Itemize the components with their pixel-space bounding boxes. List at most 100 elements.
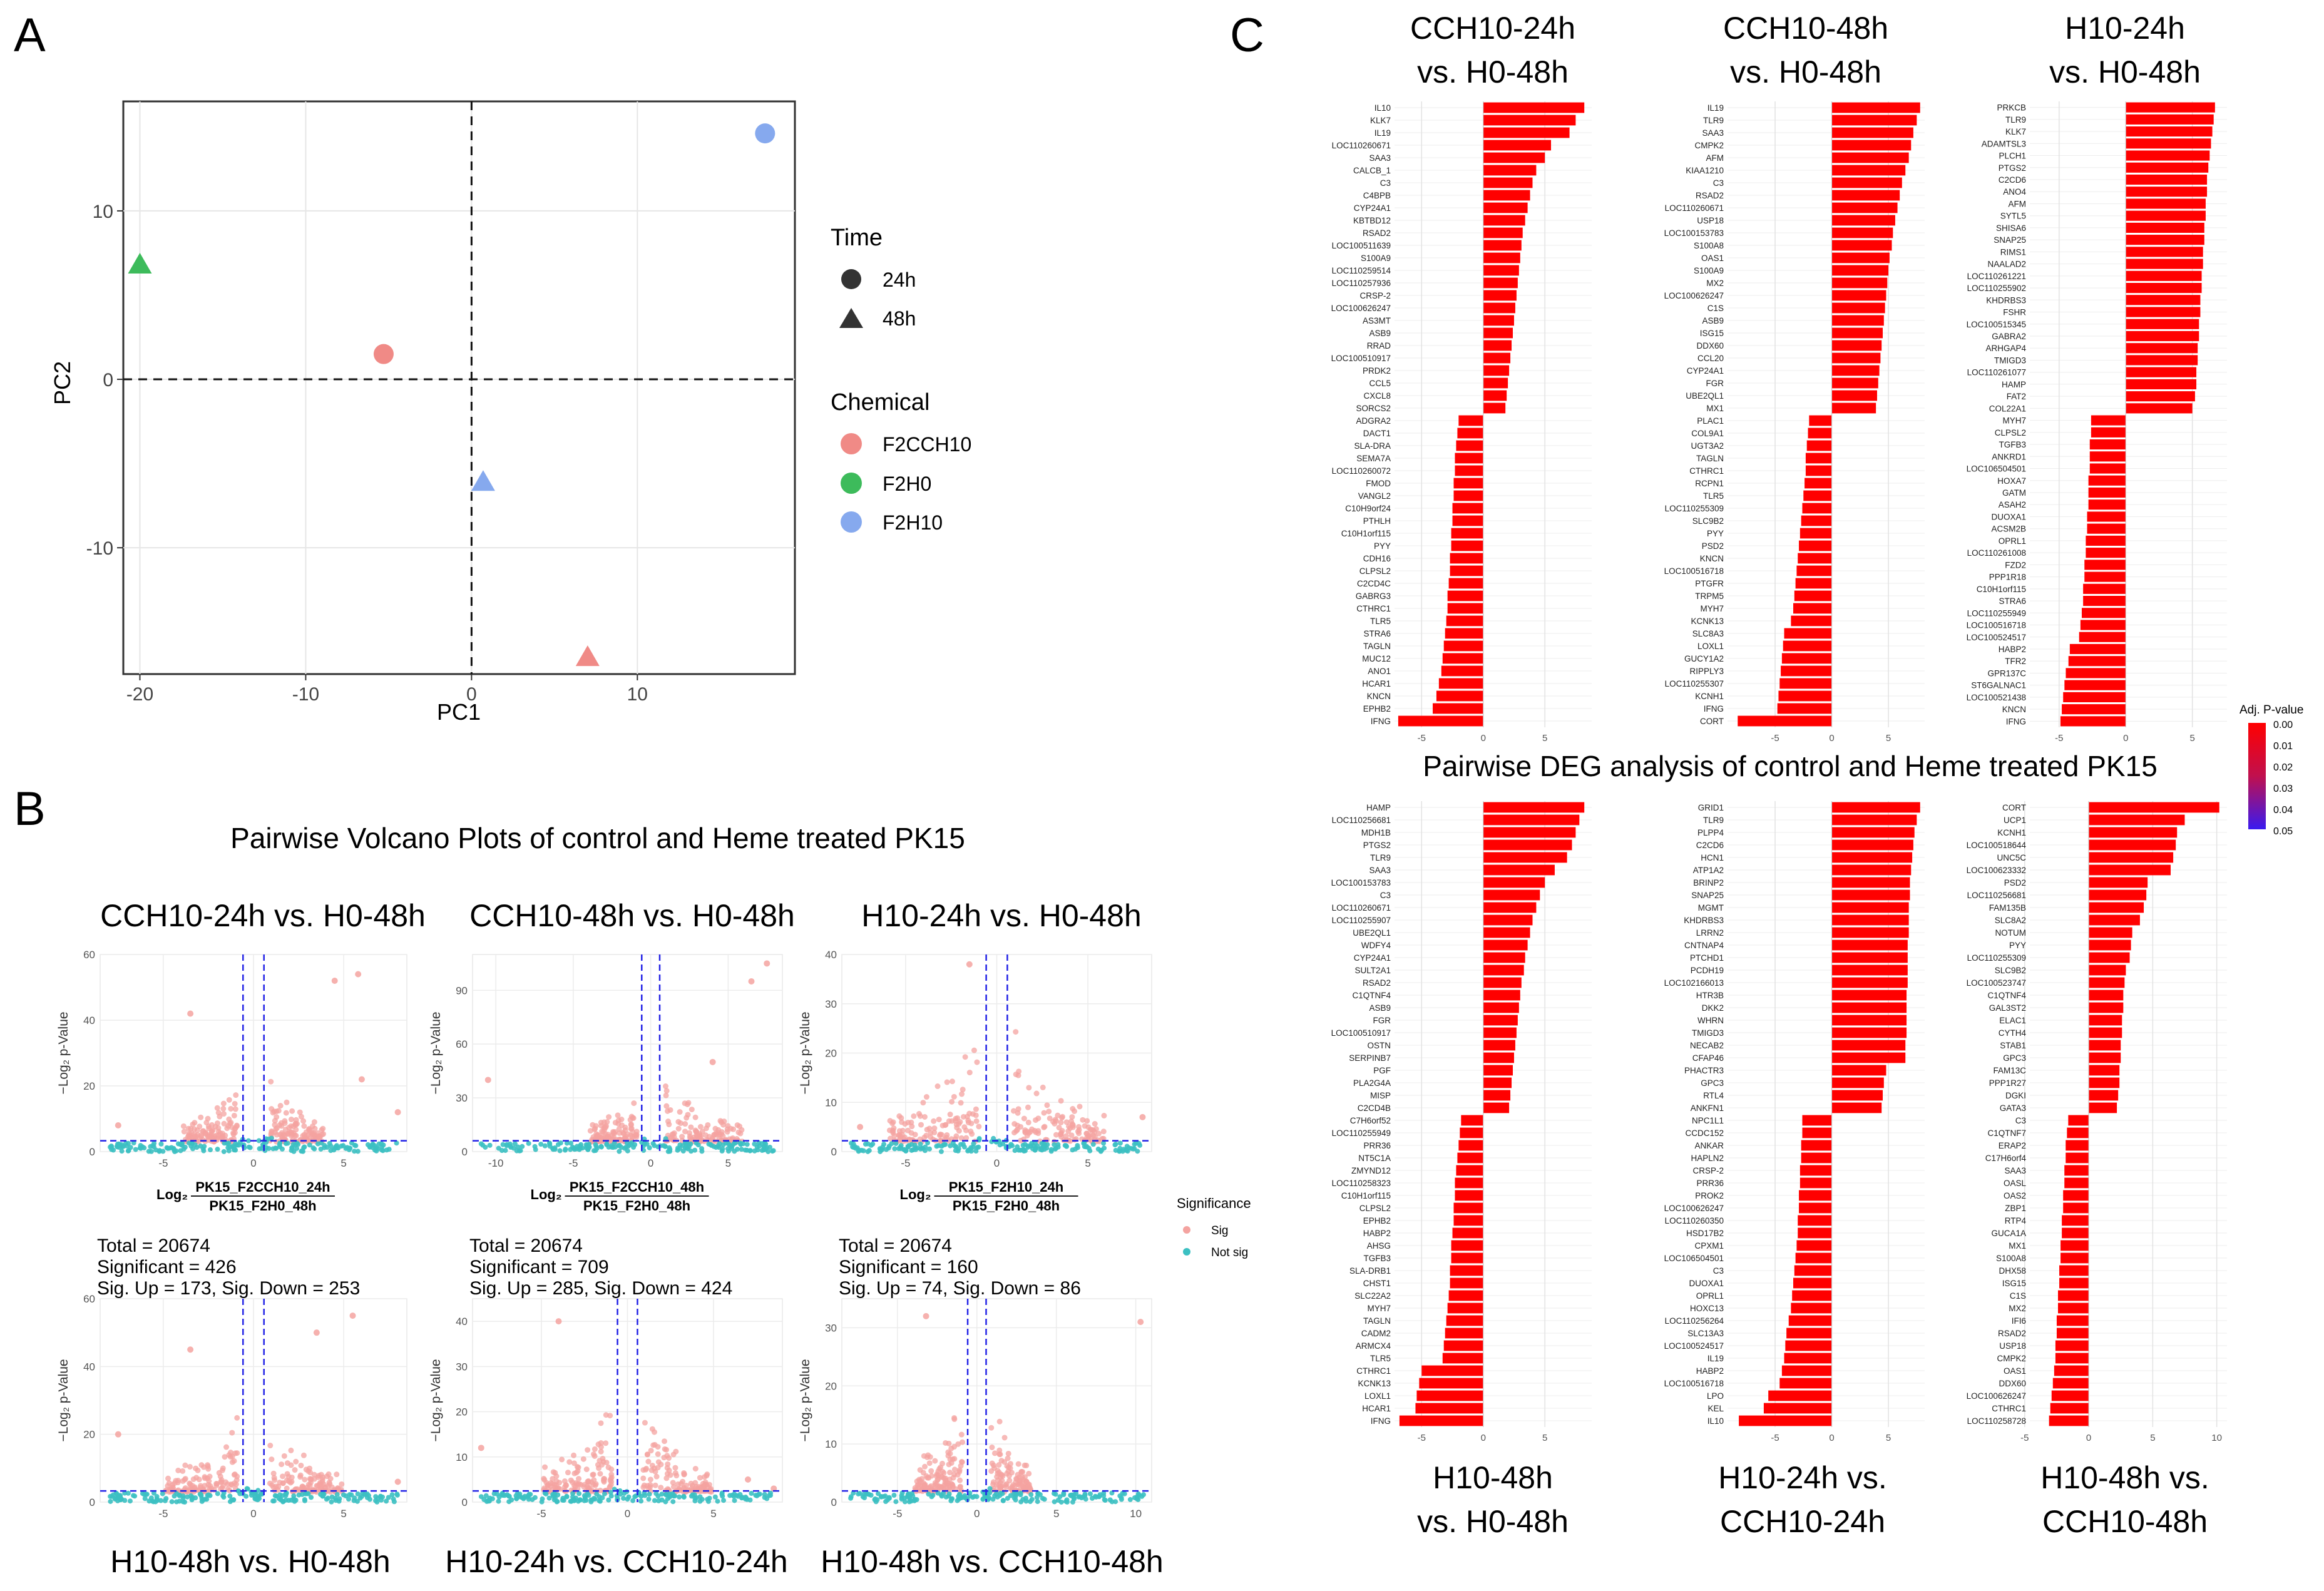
- volcano-1-nonsig-point-73: [617, 1148, 622, 1154]
- volcano-1-nonsig-point-158: [682, 1145, 688, 1150]
- deg-chart-3-bar-28: [1457, 1152, 1483, 1164]
- deg-chart-5-gene-29: SAA3: [2004, 1166, 2026, 1175]
- pca-ytick-label-0: -10: [86, 538, 113, 559]
- volcano-3-nonsig-point-116: [280, 1499, 286, 1505]
- volcano-3-sig-point-196: [196, 1476, 202, 1483]
- volcano-2-sig-point-220: [958, 1100, 964, 1106]
- deg-colorbar-tick-5: 0.05: [2273, 826, 2293, 837]
- deg-chart-1-gene-20: CCL20: [1697, 354, 1724, 363]
- volcano-4-sig-point-164: [652, 1441, 658, 1448]
- volcano-2-nonsig-point-172: [1124, 1143, 1130, 1149]
- volcano-5-nonsig-point-51: [1140, 1492, 1146, 1498]
- deg-chart-2-gene-48: ST6GALNAC1: [1971, 681, 2026, 690]
- deg-chart-4-gene-31: PROK2: [1695, 1191, 1724, 1200]
- deg-chart-1-bar-27: [1806, 440, 1832, 451]
- volcano-4-sig-point-157: [644, 1451, 650, 1458]
- deg-chart-2-gene-14: LOC110261221: [1967, 272, 2026, 281]
- volcano-4-sig-point-222: [708, 1486, 714, 1492]
- volcano-3-points: [108, 1312, 401, 1505]
- pca-legend-time-title: Time: [831, 225, 883, 251]
- volcano-2-sig-point-221: [1013, 1029, 1019, 1035]
- volcano-2-nonsig-point-148: [953, 1148, 958, 1154]
- volcano-5-sig-point-205: [946, 1483, 953, 1489]
- deg-chart-3-gene-29: ZMYND12: [1351, 1166, 1391, 1175]
- volcano-3-sig-point-127: [298, 1462, 304, 1468]
- deg-chart-5-title-1: CCH10-48h: [2042, 1504, 2208, 1539]
- volcano-0-nonsig-point-45: [277, 1140, 283, 1146]
- deg-chart-1-gene-28: TAGLN: [1696, 454, 1724, 463]
- deg-chart-0-bar-39: [1447, 590, 1483, 601]
- volcano-1-nonsig-point-148: [665, 1148, 671, 1154]
- volcano-2-xlabel-num: PK15_F2H10_24h: [949, 1179, 1063, 1195]
- deg-chart-4-bar-44: [1784, 1353, 1832, 1364]
- volcano-2-nonsig-point-49: [1048, 1147, 1054, 1152]
- volcano-3-nonsig-point-133: [154, 1494, 160, 1500]
- volcano-1-nonsig-point-152: [598, 1144, 604, 1150]
- deg-chart-5-bar-12: [2089, 952, 2130, 963]
- volcano-3-sig-point-124: [180, 1468, 186, 1474]
- deg-chart-0-gene-23: CXCL8: [1363, 391, 1391, 401]
- volcano-2-sig-point-98: [962, 1054, 968, 1060]
- deg-chart-4-bar-3: [1831, 839, 1913, 851]
- volcano-1-sig-point-239: [719, 1129, 725, 1135]
- volcano-4-nonsig-point-132: [571, 1497, 577, 1503]
- deg-chart-2-gene-0: PRKCB: [1997, 103, 2026, 113]
- deg-chart-4-gene-41: LOC110256264: [1665, 1316, 1724, 1326]
- deg-chart-4-title-0: H10-24h vs.: [1718, 1460, 1887, 1495]
- deg-chart-3-xtick-1: 0: [1481, 1433, 1486, 1443]
- deg-chart-0-gene-31: VANGL2: [1358, 491, 1391, 501]
- deg-chart-3-gene-24: C2CD4B: [1358, 1103, 1391, 1113]
- deg-chart-2-gene-10: SHISA6: [1996, 223, 2026, 233]
- volcano-3-sig-point-206: [280, 1480, 286, 1486]
- deg-chart-5-bar-6: [2089, 877, 2148, 888]
- volcano-5-nonsig-point-134: [856, 1491, 861, 1496]
- volcano-0-nonsig-point-114: [295, 1142, 301, 1147]
- deg-chart-5-gene-10: NOTUM: [1995, 928, 2027, 938]
- volcano-4-nonsig-point-26: [721, 1498, 727, 1503]
- deg-chart-3-gene-9: LOC110255907: [1332, 916, 1391, 925]
- deg-chart-5-bar-24: [2089, 1102, 2117, 1113]
- volcano-2-stat-1: Significant = 160: [839, 1257, 978, 1277]
- volcano-4-sig-point-0: [598, 1448, 604, 1455]
- volcano-3-outlier-3: [115, 1431, 121, 1438]
- volcano-0-sig-point-144: [228, 1105, 234, 1112]
- deg-chart-4-bar-12: [1831, 952, 1908, 963]
- deg-chart-5-gene-42: RSAD2: [1998, 1329, 2026, 1338]
- volcano-1-points: [478, 960, 776, 1154]
- deg-chart-4-gene-30: PRR36: [1696, 1179, 1724, 1188]
- volcano-2-sig-point-169: [934, 1083, 941, 1090]
- volcano-2-nonsig-point-22: [893, 1141, 899, 1147]
- deg-chart-1-bar-30: [1804, 478, 1832, 489]
- deg-chart-1-gene-27: UGT3A2: [1691, 441, 1724, 451]
- deg-chart-4-gene-35: CPXM1: [1694, 1241, 1724, 1251]
- volcano-2-sig-point-180: [958, 1091, 965, 1097]
- deg-chart-5-bar-48: [2050, 1403, 2089, 1414]
- volcano-2-nonsig-point-169: [927, 1146, 933, 1152]
- volcano-2-nonsig-point-170: [1053, 1146, 1058, 1152]
- deg-chart-2-bar-37: [2086, 548, 2126, 558]
- volcano-0-sig-point-138: [268, 1078, 274, 1085]
- deg-chart-0-bar-49: [1398, 715, 1483, 727]
- volcano-3-nonsig-point-179: [143, 1491, 149, 1497]
- volcano-1-nonsig-point-167: [708, 1142, 714, 1147]
- deg-chart-0-bar-34: [1451, 528, 1483, 539]
- deg-chart-2-bar-42: [2082, 608, 2126, 618]
- volcano-0-title: CCH10-24h vs. H0-48h: [100, 898, 426, 933]
- deg-chart-4-gene-34: HSD17B2: [1686, 1229, 1724, 1238]
- volcano-4-sig-point-108: [655, 1465, 661, 1471]
- volcano-2-xtick-1: 0: [994, 1157, 1000, 1169]
- volcano-1-nonsig-point-139: [499, 1148, 504, 1154]
- volcano-5-ytick-0: 0: [831, 1496, 837, 1508]
- pca-legend-48h-label: 48h: [883, 307, 916, 330]
- volcano-5-nonsig-point-171: [1071, 1495, 1077, 1500]
- volcano-5-nonsig-point-92: [967, 1490, 973, 1496]
- volcano-5-nonsig-point-108: [1005, 1495, 1010, 1501]
- deg-chart-0-bar-2: [1483, 127, 1570, 138]
- volcano-2-nonsig-point-132: [1098, 1148, 1103, 1154]
- deg-chart-1: -5 0 5IL19TLR9SAA3CMPK2AFMKIAA1210C3RSAD2L…: [1664, 11, 1925, 744]
- deg-chart-2-gene-13: NAALAD2: [1987, 260, 2026, 269]
- volcano-2-sig-point-213: [1021, 1115, 1027, 1122]
- volcano-5-sig-point-208: [998, 1484, 1004, 1490]
- deg-chart-5-bar-18: [2089, 1027, 2122, 1038]
- deg-chart-3-bar-32: [1453, 1202, 1483, 1214]
